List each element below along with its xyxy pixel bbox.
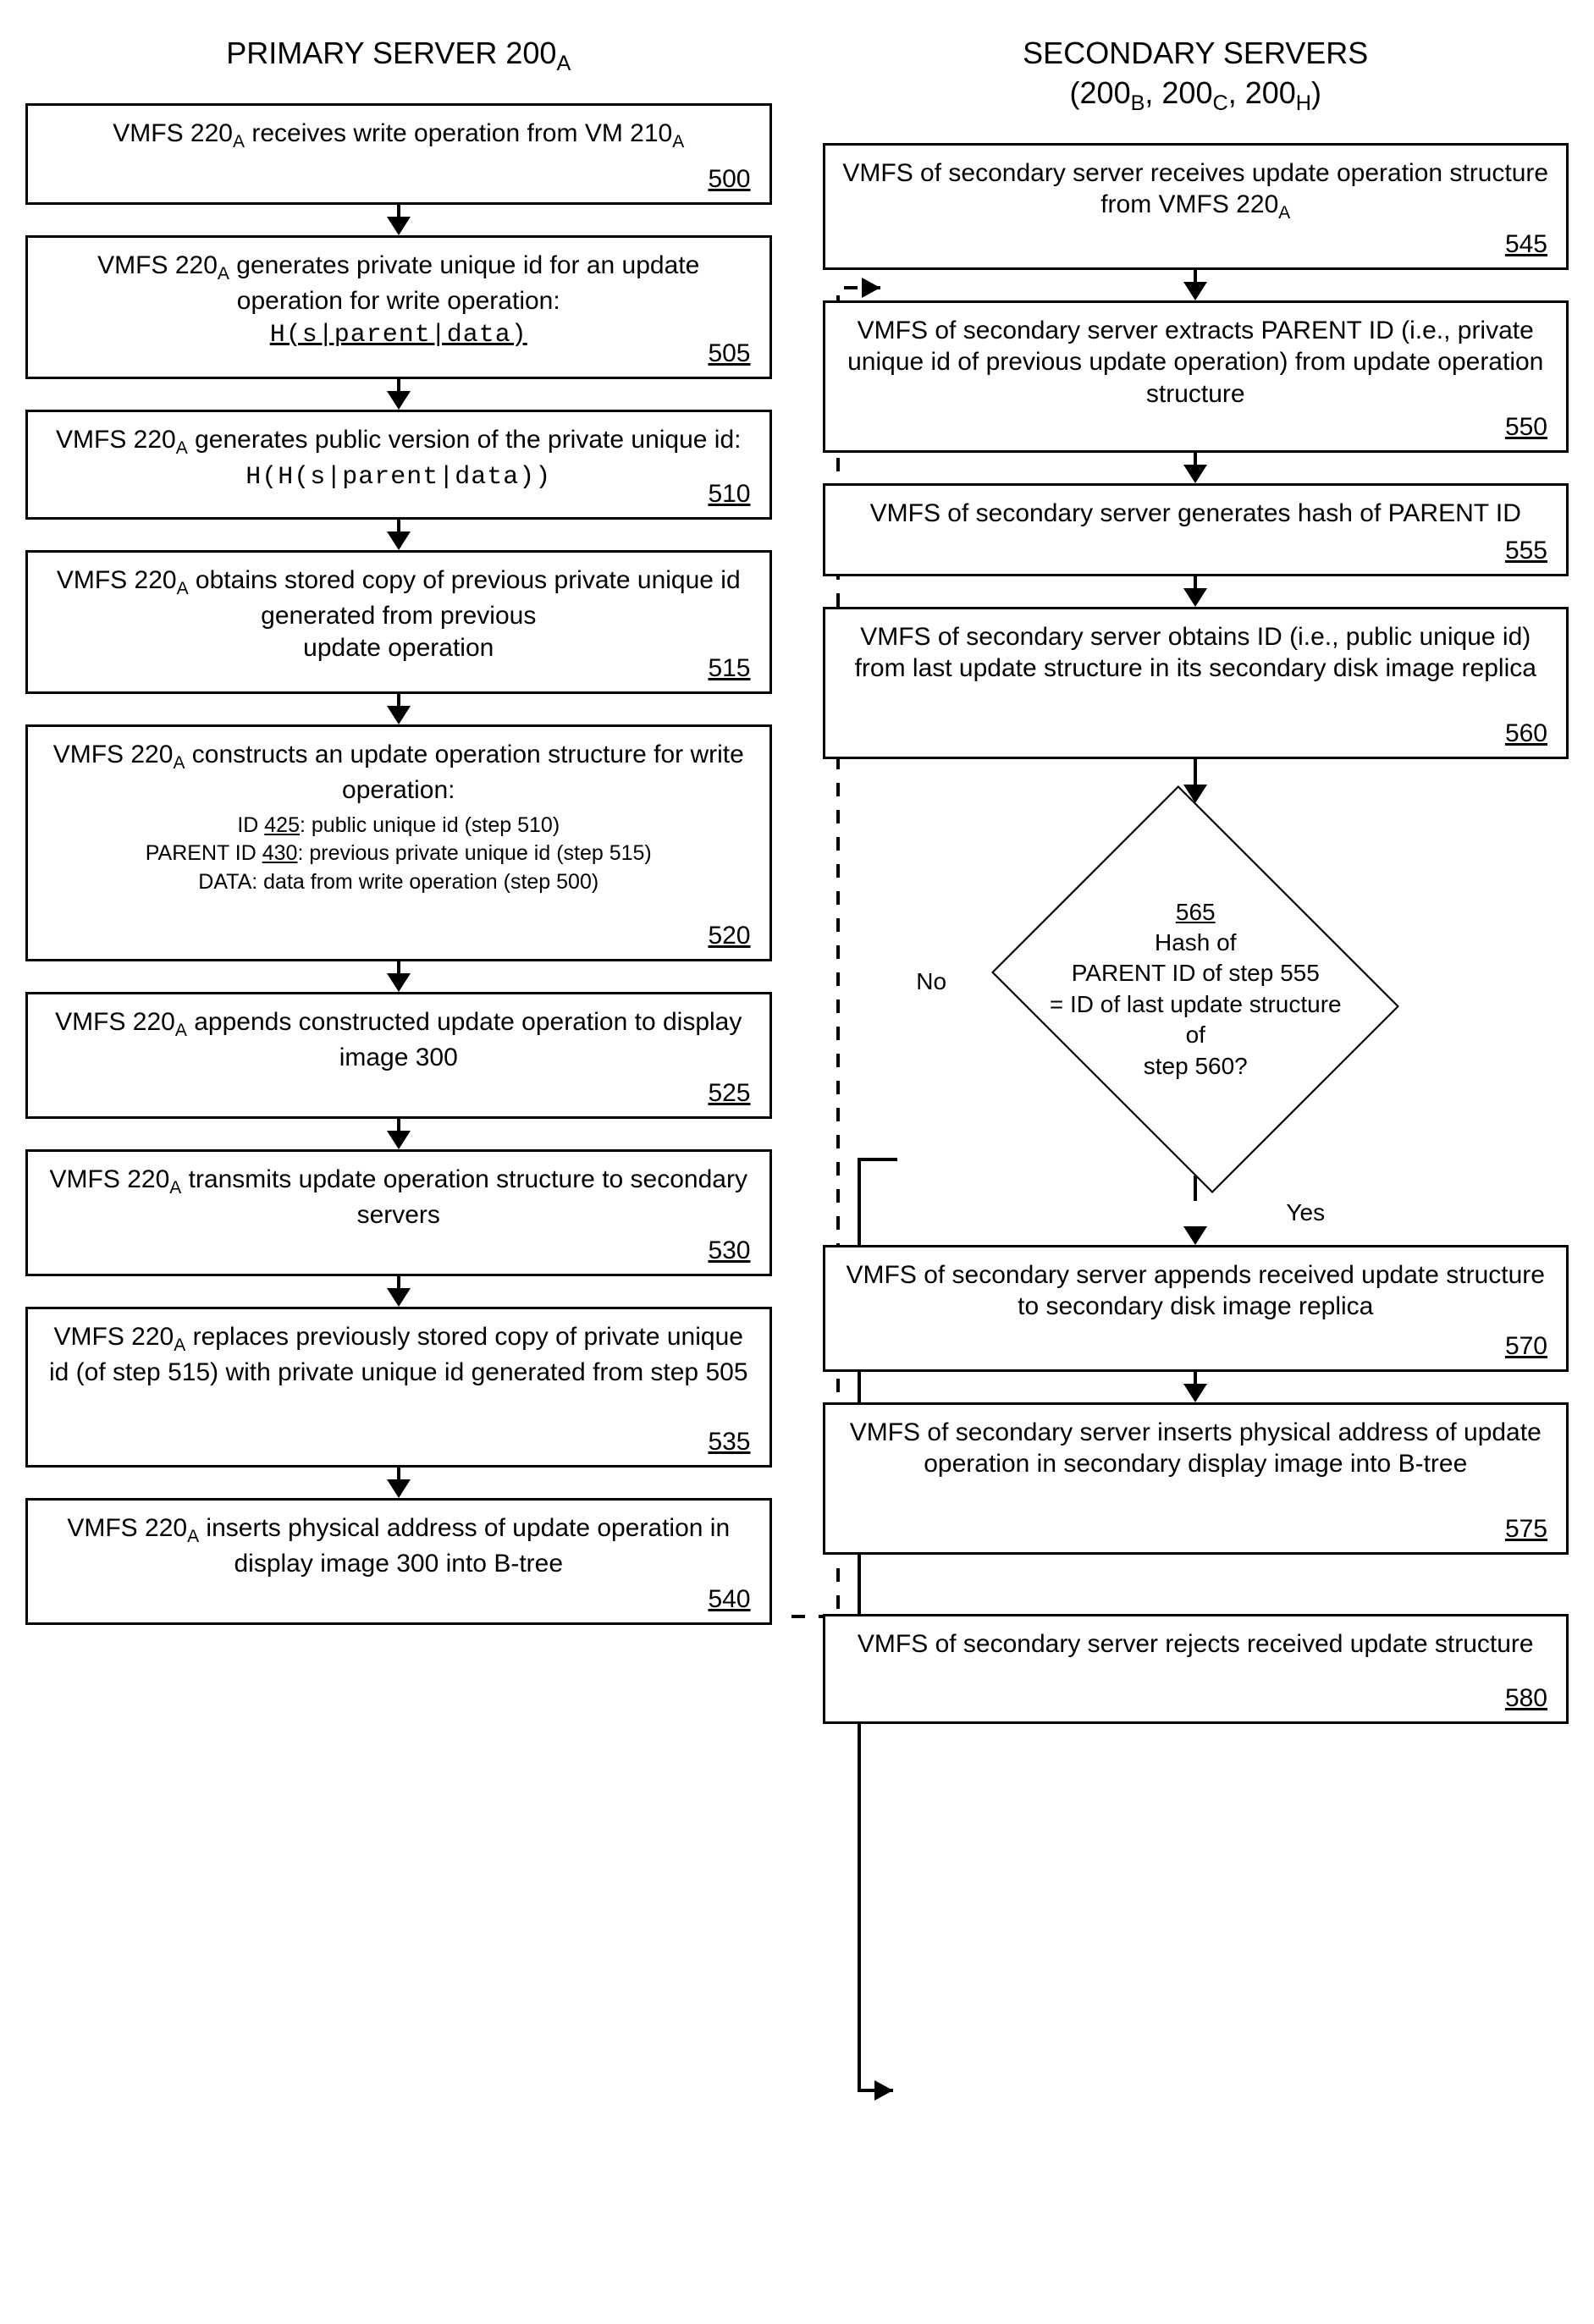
box-500-ref: 500	[708, 163, 750, 196]
box-580-ref: 580	[1505, 1682, 1547, 1715]
arrow	[387, 1119, 411, 1149]
box-555-text: VMFS of secondary server generates hash …	[870, 499, 1521, 527]
box-575: VMFS of secondary server inserts physica…	[823, 1402, 1569, 1555]
box-530: VMFS 220A transmits update operation str…	[25, 1149, 772, 1276]
box-520-sub: ID 425: public unique id (step 510) PARE…	[43, 812, 754, 897]
box-545-ref: 545	[1505, 229, 1547, 261]
box-510: VMFS 220A generates public version of th…	[25, 410, 772, 520]
yes-label: Yes	[1286, 1199, 1325, 1226]
decision-565: 565 Hash ofPARENT ID of step 555= ID of …	[975, 803, 1415, 1176]
box-570-ref: 570	[1505, 1330, 1547, 1363]
box-580: VMFS of secondary server rejects receive…	[823, 1614, 1569, 1724]
box-575-ref: 575	[1505, 1513, 1547, 1545]
primary-header: PRIMARY SERVER 200A	[226, 34, 571, 78]
box-535: VMFS 220A replaces previously stored cop…	[25, 1307, 772, 1468]
box-540-text: VMFS 220A inserts physical address of up…	[67, 1514, 730, 1578]
arrow	[1183, 453, 1207, 483]
box-525-text: VMFS 220A appends constructed update ope…	[55, 1008, 742, 1071]
decision-565-text: Hash ofPARENT ID of step 555= ID of last…	[1050, 928, 1342, 1082]
box-520-text: VMFS 220A constructs an update operation…	[53, 741, 744, 804]
arrow	[387, 1468, 411, 1498]
box-530-text: VMFS 220A transmits update operation str…	[50, 1165, 747, 1229]
box-560-ref: 560	[1505, 718, 1547, 750]
arrow	[387, 961, 411, 992]
box-510-text: VMFS 220A generates public version of th…	[56, 426, 742, 454]
secondary-header-l1: SECONDARY SERVERS	[1023, 36, 1368, 70]
secondary-header-l2: (200B, 200C, 200H)	[1070, 75, 1321, 110]
box-570-text: VMFS of secondary server appends receive…	[847, 1261, 1545, 1321]
box-560-text: VMFS of secondary server obtains ID (i.e…	[855, 623, 1536, 683]
arrow	[387, 520, 411, 550]
primary-header-sub: A	[556, 52, 571, 75]
box-500: VMFS 220A receives write operation from …	[25, 103, 772, 205]
box-540: VMFS 220A inserts physical address of up…	[25, 1498, 772, 1625]
arrow	[387, 694, 411, 724]
no-label: No	[916, 968, 946, 995]
arrow	[387, 379, 411, 410]
secondary-column: SECONDARY SERVERS (200B, 200C, 200H) VMF…	[823, 34, 1569, 1724]
box-505: VMFS 220A generates private unique id fo…	[25, 235, 772, 379]
box-510-code: H(H(s|parent|data))	[245, 463, 551, 492]
arrow	[1183, 270, 1207, 300]
box-525: VMFS 220A appends constructed update ope…	[25, 992, 772, 1119]
box-575-text: VMFS of secondary server inserts physica…	[850, 1418, 1542, 1479]
box-515-text: VMFS 220A obtains stored copy of previou…	[57, 566, 741, 662]
box-570: VMFS of secondary server appends receive…	[823, 1245, 1569, 1372]
box-530-ref: 530	[708, 1235, 750, 1267]
box-560: VMFS of secondary server obtains ID (i.e…	[823, 607, 1569, 759]
box-520: VMFS 220A constructs an update operation…	[25, 724, 772, 961]
box-555: VMFS of secondary server generates hash …	[823, 483, 1569, 576]
box-550: VMFS of secondary server extracts PARENT…	[823, 300, 1569, 453]
box-545: VMFS of secondary server receives update…	[823, 143, 1569, 270]
box-545-text: VMFS of secondary server receives update…	[842, 159, 1548, 219]
box-535-text: VMFS 220A replaces previously stored cop…	[49, 1323, 748, 1386]
box-515-ref: 515	[708, 653, 750, 685]
box-555-ref: 555	[1505, 535, 1547, 567]
arrow	[387, 1276, 411, 1307]
arrow	[1183, 1372, 1207, 1402]
box-580-text: VMFS of secondary server rejects receive…	[858, 1630, 1534, 1658]
box-505-code: H(s|parent|data)	[270, 321, 527, 350]
box-505-ref: 505	[708, 338, 750, 370]
box-520-ref: 520	[708, 920, 750, 952]
arrow	[1183, 576, 1207, 607]
primary-header-text: PRIMARY SERVER 200	[226, 36, 556, 70]
box-550-ref: 550	[1505, 411, 1547, 443]
box-515: VMFS 220A obtains stored copy of previou…	[25, 550, 772, 694]
box-535-ref: 535	[708, 1426, 750, 1458]
arrow: Yes	[1066, 1176, 1325, 1245]
arrow	[387, 205, 411, 235]
box-510-ref: 510	[708, 478, 750, 510]
box-540-ref: 540	[708, 1583, 750, 1616]
box-500-text: VMFS 220A receives write operation from …	[113, 119, 684, 147]
box-550-text: VMFS of secondary server extracts PARENT…	[847, 317, 1543, 408]
secondary-header: SECONDARY SERVERS (200B, 200C, 200H)	[1023, 34, 1368, 118]
box-505-text: VMFS 220A generates private unique id fo…	[97, 251, 699, 315]
decision-565-ref: 565	[1176, 897, 1216, 928]
box-525-ref: 525	[708, 1077, 750, 1110]
primary-column: PRIMARY SERVER 200A VMFS 220A receives w…	[25, 34, 772, 1724]
